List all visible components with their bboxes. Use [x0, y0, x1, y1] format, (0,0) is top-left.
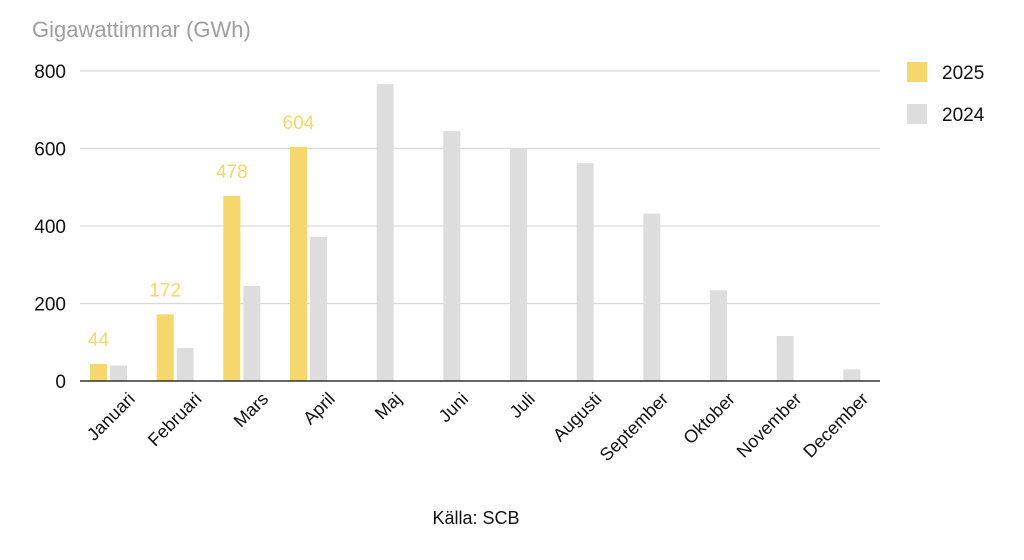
- x-tick-label: Juli: [506, 389, 539, 422]
- bar-2024-maj: [376, 84, 394, 382]
- y-tick-label: 0: [55, 372, 66, 393]
- bars: [90, 84, 861, 382]
- data-label-2025-mars: 478: [216, 162, 248, 183]
- bar-2024-november: [776, 336, 794, 381]
- y-tick-label: 200: [34, 295, 66, 316]
- x-tick-label: September: [596, 389, 672, 465]
- x-tick-label: Juni: [435, 389, 472, 426]
- data-label-2025-januari: 44: [88, 330, 110, 351]
- y-tick-label: 600: [34, 140, 66, 161]
- x-tick-label: December: [799, 389, 872, 462]
- bar-2024-oktober: [710, 290, 727, 381]
- y-tick-label: 400: [34, 217, 66, 238]
- x-tick-label: Maj: [371, 389, 406, 424]
- unit-title: Gigawattimmar (GWh): [32, 17, 251, 42]
- bar-2025-april: [290, 146, 307, 381]
- data-labels: 44 172 478 604: [88, 113, 315, 351]
- legend-label-2024: 2024: [942, 105, 985, 126]
- x-axis: Januari Februari Mars April Maj Juni Juli Augus…: [80, 380, 880, 465]
- bar-2024-juli: [510, 148, 527, 381]
- legend: 2025 2024: [907, 62, 985, 126]
- legend-swatch-2025: [907, 62, 927, 82]
- source-note: Källa: SCB: [432, 508, 519, 528]
- grid-lines: [80, 70, 880, 305]
- x-tick-label: April: [299, 389, 339, 429]
- bar-2024-september: [643, 213, 661, 381]
- bar-2025-februari: [156, 314, 174, 381]
- bar-2024-december: [843, 369, 861, 381]
- y-tick-label: 800: [34, 62, 66, 83]
- bar-2024-mars: [243, 286, 261, 381]
- bar-2024-augusti: [576, 163, 594, 381]
- x-tick-label: Augusti: [549, 389, 606, 446]
- x-tick-label: Januari: [83, 389, 139, 445]
- y-axis: 0 200 400 600 800: [34, 62, 66, 393]
- data-label-2025-april: 604: [283, 113, 315, 134]
- x-tick-label: Oktober: [679, 389, 738, 448]
- bar-2024-januari: [110, 365, 127, 381]
- data-label-2025-februari: 172: [149, 280, 181, 301]
- x-tick-label: Mars: [230, 389, 272, 431]
- bar-2025-mars: [223, 195, 241, 381]
- legend-swatch-2024: [907, 104, 927, 124]
- x-tick-label: Februari: [144, 389, 206, 451]
- legend-label-2025: 2025: [942, 63, 984, 84]
- x-tick-label: November: [733, 389, 806, 462]
- bar-2025-januari: [90, 363, 107, 381]
- bar-2024-april: [310, 236, 327, 381]
- bar-2024-juni: [443, 131, 461, 381]
- bar-2024-februari: [176, 348, 194, 381]
